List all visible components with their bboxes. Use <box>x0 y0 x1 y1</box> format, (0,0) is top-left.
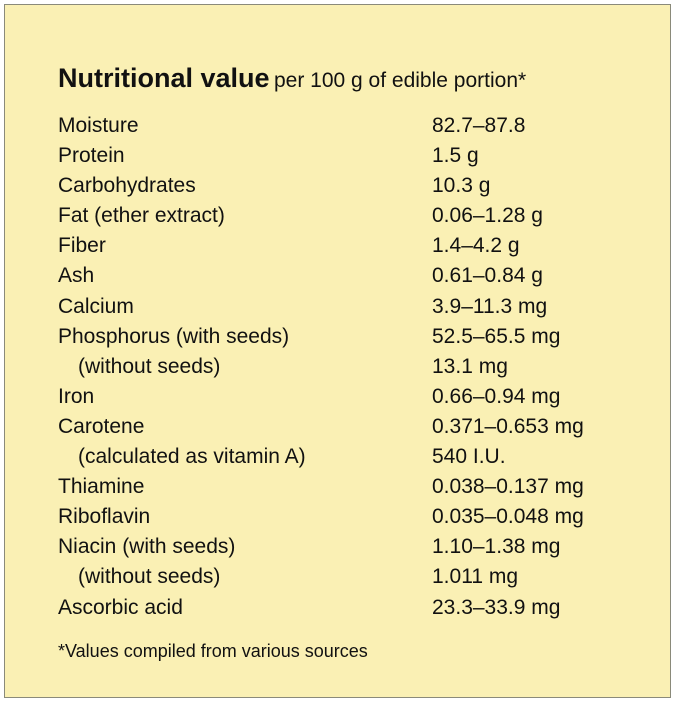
nutrient-row: Ash 0.61–0.84 g <box>58 261 658 291</box>
nutrient-value: 13.1 mg <box>432 354 508 378</box>
nutrient-subrow: (calculated as vitamin A) 540 I.U. <box>58 442 658 472</box>
nutrient-label: Riboflavin <box>58 505 151 529</box>
footnote: *Values compiled from various sources <box>58 641 368 661</box>
nutrient-label: (without seeds) <box>78 565 221 589</box>
nutrient-table: Moisture 82.7–87.8 Protein 1.5 g Carbohydr… <box>58 111 658 623</box>
title-subtitle: per 100 g of edible portion* <box>273 69 527 92</box>
title-main: Nutritional value <box>58 63 270 93</box>
nutrient-label: Ash <box>58 264 95 288</box>
nutrient-value: 1.5 g <box>432 144 479 168</box>
nutrient-value: 1.10–1.38 mg <box>432 535 561 559</box>
nutrient-row: Thiamine 0.038–0.137 mg <box>58 472 658 502</box>
nutrient-label: Niacin (with seeds) <box>58 535 236 559</box>
nutrient-label: Moisture <box>58 114 139 137</box>
nutrient-label: (calculated as vitamin A) <box>78 445 306 469</box>
nutrient-value: 3.9–11.3 mg <box>432 294 548 318</box>
nutrient-value: 82.7–87.8 <box>432 114 526 137</box>
panel-title: Nutritional value per 100 g of edible po… <box>58 61 526 100</box>
nutrient-value: 23.3–33.9 mg <box>432 595 561 619</box>
nutrient-value: 0.06–1.28 g <box>432 204 543 228</box>
nutrition-panel: Nutritional value per 100 g of edible po… <box>4 4 671 698</box>
nutrient-row: Moisture 82.7–87.8 <box>58 111 658 141</box>
nutrient-row: Riboflavin 0.035–0.048 mg <box>58 502 658 532</box>
nutrient-row: Fat (ether extract) 0.06–1.28 g <box>58 201 658 231</box>
nutrient-value: 0.035–0.048 mg <box>432 505 584 529</box>
nutrient-label: Fat (ether extract) <box>58 204 225 228</box>
nutrient-row: Phosphorus (with seeds) 52.5–65.5 mg <box>58 322 658 352</box>
nutrient-label: Thiamine <box>58 475 145 499</box>
nutrient-label: Protein <box>58 144 125 168</box>
nutrient-subrow: (without seeds) 1.011 mg <box>58 562 658 592</box>
nutrient-value: 1.011 mg <box>432 565 518 589</box>
nutrient-label: Calcium <box>58 294 134 318</box>
nutrient-label: Carotene <box>58 414 145 438</box>
nutrient-label: Carbohydrates <box>58 174 196 198</box>
nutrient-row: Calcium 3.9–11.3 mg <box>58 292 658 322</box>
nutrient-value: 10.3 g <box>432 174 491 198</box>
nutrient-value: 1.4–4.2 g <box>432 234 520 258</box>
nutrient-row: Ascorbic acid 23.3–33.9 mg <box>58 593 658 623</box>
nutrient-label: (without seeds) <box>78 354 221 378</box>
nutrient-value: 0.66–0.94 mg <box>432 384 561 408</box>
nutrient-row: Carotene 0.371–0.653 mg <box>58 412 658 442</box>
nutrient-value: 52.5–65.5 mg <box>432 324 561 348</box>
nutrient-value: 0.371–0.653 mg <box>432 414 584 438</box>
nutrient-value: 540 I.U. <box>432 445 506 469</box>
nutrient-value: 0.61–0.84 g <box>432 264 543 288</box>
nutrient-row: Protein 1.5 g <box>58 141 658 171</box>
nutrient-label: Ascorbic acid <box>58 595 183 619</box>
nutrient-value: 0.038–0.137 mg <box>432 475 584 499</box>
nutrient-label: Phosphorus (with seeds) <box>58 324 290 348</box>
nutrient-subrow: (without seeds) 13.1 mg <box>58 352 658 382</box>
nutrient-label: Iron <box>58 384 95 408</box>
nutrient-row: Carbohydrates 10.3 g <box>58 171 658 201</box>
nutrient-row: Iron 0.66–0.94 mg <box>58 382 658 412</box>
nutrient-row: Fiber 1.4–4.2 g <box>58 231 658 261</box>
nutrient-label: Fiber <box>58 234 106 258</box>
nutrient-row: Niacin (with seeds) 1.10–1.38 mg <box>58 532 658 562</box>
